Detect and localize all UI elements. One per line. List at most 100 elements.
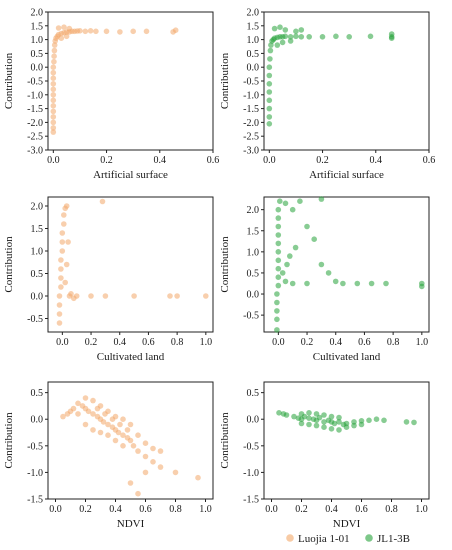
panel-artificial-surface-luojia: 0.0 0.2 0.4 0.6 -3.0 -2.5 -2.0 -1.5 -1.0 -0.5 0.0 0… [3, 8, 219, 182]
plot-frame [263, 381, 430, 500]
data-point [102, 411, 108, 417]
y-tick-label: 0.0 [31, 415, 44, 426]
data-point [135, 448, 141, 454]
data-point [120, 443, 126, 449]
legend-label: JL1-3B [377, 533, 410, 545]
data-point [50, 125, 57, 131]
data-point [55, 25, 62, 31]
data-point [267, 56, 273, 62]
x-tick-label: 1.0 [416, 337, 429, 348]
y-tick-label: -3.0 [243, 146, 259, 157]
y-axis-label: Contribution [3, 52, 15, 109]
data-point [275, 223, 282, 230]
x-tick-label: 0.6 [358, 337, 371, 348]
data-point [59, 248, 66, 254]
x-tick-label: 0.2 [316, 155, 329, 166]
x-tick-label: 0.0 [49, 504, 62, 515]
data-point [65, 239, 71, 245]
data-point [195, 474, 201, 481]
data-point [292, 244, 299, 251]
data-point [127, 437, 134, 444]
y-axis-label: Contribution [3, 236, 15, 293]
data-point [306, 410, 312, 416]
x-tick-label: 0.0 [263, 155, 276, 166]
data-point [167, 293, 173, 299]
data-point [287, 253, 293, 259]
y-tick-label: 0.5 [31, 49, 44, 60]
data-point [50, 129, 57, 135]
legend: Luojia 1-01 JL1-3B [286, 533, 410, 545]
data-point [297, 198, 303, 204]
data-point [298, 411, 305, 417]
data-point [50, 103, 57, 109]
data-point [105, 421, 111, 428]
data-point [282, 27, 289, 33]
data-point [275, 249, 282, 255]
data-point [266, 114, 273, 120]
data-point [275, 265, 282, 272]
panel-cultivated-land-jl1: 0.0 0.2 0.4 0.6 0.8 1.0 -0.5 0.0 0.5 1.0 1.5 2.0 Cul… [219, 196, 430, 363]
data-point [56, 302, 63, 308]
y-tick-label: -0.5 [27, 441, 43, 452]
data-point [75, 400, 81, 407]
y-tick-label: -1.5 [243, 495, 259, 506]
y-axis-label: Contribution [3, 412, 15, 469]
data-point [304, 280, 310, 287]
y-axis-label: Contribution [219, 52, 231, 109]
data-point [90, 427, 96, 433]
data-point [97, 429, 104, 436]
data-point [346, 34, 353, 40]
x-tick-label: 0.4 [154, 155, 167, 166]
data-point [63, 33, 70, 40]
data-point [373, 416, 380, 423]
x-tick-label: 0.8 [385, 504, 398, 515]
data-point [304, 223, 310, 230]
plot-frame [263, 11, 430, 151]
data-point [115, 429, 122, 436]
x-axis-label: Artificial surface [309, 169, 384, 181]
data-point [277, 24, 283, 31]
y-tick-label: -1.5 [243, 104, 259, 115]
data-point [63, 261, 70, 268]
data-point [100, 419, 107, 425]
legend-marker [286, 534, 294, 542]
y-tick-label: -0.5 [243, 311, 259, 322]
data-point [284, 261, 290, 268]
data-point [143, 28, 150, 35]
data-point [266, 105, 273, 112]
x-tick-label: 0.0 [265, 504, 278, 515]
data-point [367, 33, 374, 40]
data-point [274, 42, 281, 48]
data-point [287, 38, 294, 44]
data-point [124, 427, 131, 433]
x-tick-label: 0.4 [113, 337, 126, 348]
y-tick-label: 1.0 [31, 247, 44, 258]
x-tick-label: 0.4 [325, 504, 338, 515]
y-tick-label: -1.0 [27, 90, 43, 101]
y-tick-label: 1.0 [31, 35, 44, 46]
data-point [419, 283, 425, 290]
data-point [90, 397, 96, 404]
x-tick-label: 0.4 [329, 337, 342, 348]
data-point [275, 206, 282, 213]
data-point [142, 469, 149, 476]
data-point [358, 421, 365, 428]
data-point [130, 28, 136, 35]
data-point [51, 47, 58, 54]
y-tick-label: 1.0 [247, 247, 260, 258]
data-point [51, 58, 57, 65]
data-point [275, 282, 282, 289]
data-point [117, 421, 123, 428]
data-point [203, 293, 209, 299]
data-point [277, 198, 283, 204]
data-point [336, 414, 342, 421]
data-point [59, 239, 66, 245]
panel-ndvi-luojia: 0.0 0.2 0.4 0.6 0.8 1.0 -1.5 -1.0 -0.5 0.0 0.5 NDVI… [3, 381, 214, 530]
data-point [279, 270, 286, 276]
y-tick-label: -0.5 [27, 314, 43, 325]
data-point [333, 33, 339, 40]
data-point [50, 114, 57, 120]
data-point [287, 34, 294, 40]
data-point [59, 230, 66, 236]
x-tick-label: 0.2 [85, 337, 98, 348]
